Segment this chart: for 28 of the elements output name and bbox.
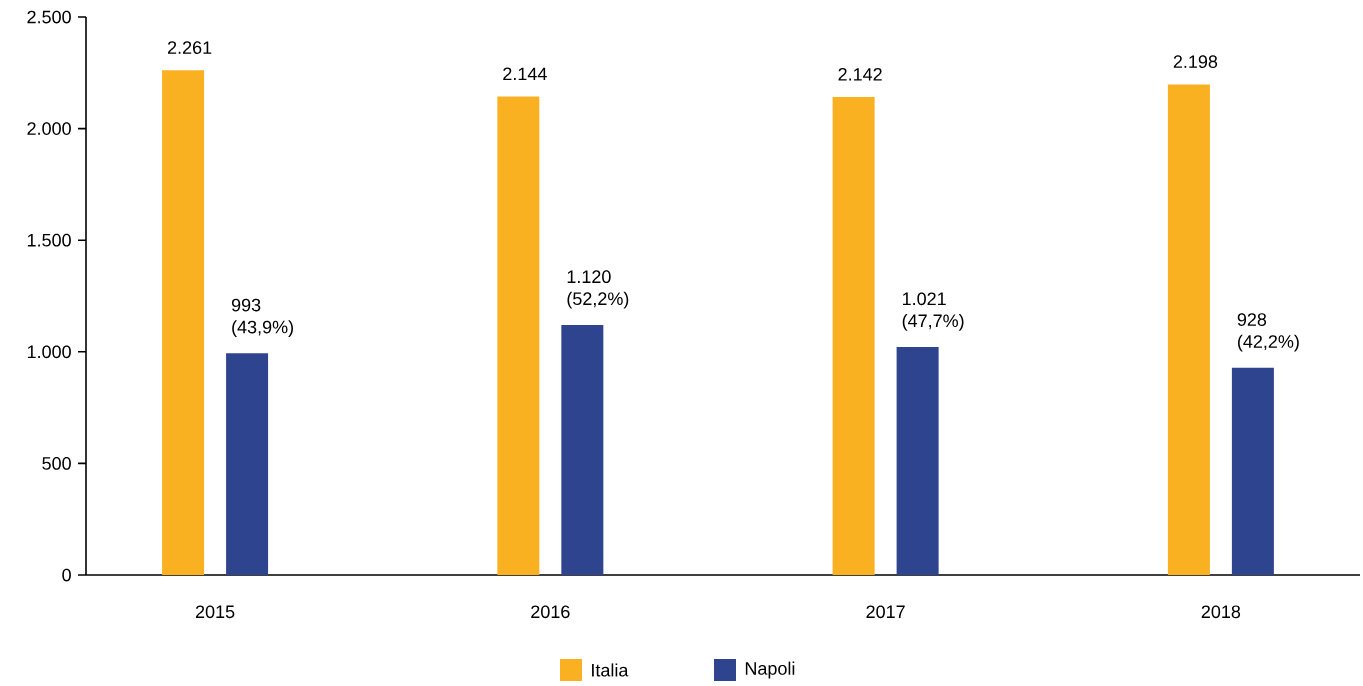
legend-label: Italia <box>592 663 629 677</box>
y-tick-label: 1.500 <box>27 233 71 247</box>
bar <box>162 70 205 575</box>
y-tick-label: 2.500 <box>27 10 71 24</box>
data-label: 993 (43,9%) <box>231 298 293 337</box>
data-label: 1.021 (47,7%) <box>902 292 964 331</box>
data-label: 928 (42,2%) <box>1237 313 1299 352</box>
x-tick-label: 2017 <box>866 605 905 619</box>
x-tick-label: 2016 <box>531 605 570 619</box>
bar <box>226 353 269 575</box>
data-label: 2.144 <box>503 67 547 81</box>
bar <box>1167 84 1210 575</box>
y-tick-label: 2.000 <box>27 122 71 135</box>
y-tick-label: 500 <box>42 457 71 470</box>
bar <box>896 347 939 575</box>
data-label: 1.120 (52,2%) <box>567 270 629 309</box>
data-label: 2.198 <box>1173 55 1218 69</box>
bar <box>497 96 540 575</box>
bar <box>832 96 875 575</box>
y-tick-label: 0 <box>62 568 71 582</box>
legend-label: Napoli <box>745 661 795 679</box>
x-tick-label: 2018 <box>1201 605 1241 619</box>
bar <box>1231 367 1274 575</box>
bar <box>561 325 604 575</box>
y-tick-label: 1.000 <box>27 345 71 359</box>
data-label: 2.142 <box>838 67 882 81</box>
x-tick-label: 2015 <box>195 605 235 619</box>
data-label: 2.261 <box>167 41 212 54</box>
